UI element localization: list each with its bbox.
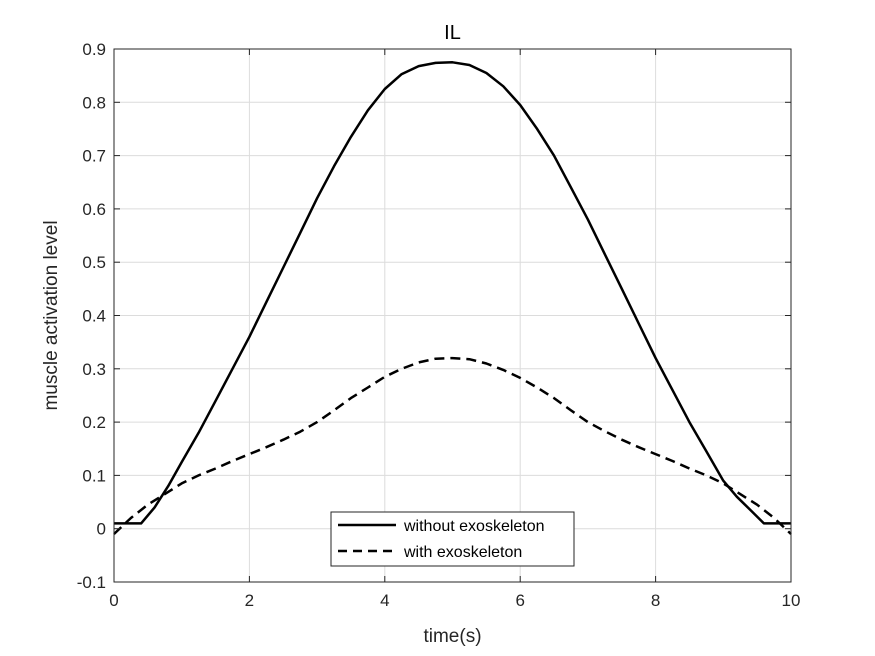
y-tick-label: 0.5 [82,253,106,272]
legend-label-with-exoskeleton: with exoskeleton [403,544,522,561]
legend: without exoskeleton with exoskeleton [330,511,575,567]
legend-box [330,511,575,567]
y-tick-label: 0.7 [82,147,106,166]
y-axis-label: muscle activation level [41,220,62,410]
series-line-without-exoskeleton [114,61,791,525]
y-tick-label: 0.2 [82,413,106,432]
y-tick-label: 0.9 [82,40,106,59]
y-tick-label: 0.4 [82,307,106,326]
x-tick-label: 10 [782,591,801,610]
x-axis-label: time(s) [423,626,481,647]
x-tick-label: 6 [515,591,524,610]
legend-label-without-exoskeleton: without exoskeleton [403,518,545,535]
y-tick-label: 0.3 [82,360,106,379]
chart-title: IL [444,22,461,44]
series-lines [113,61,792,535]
x-tick-label: 0 [109,591,118,610]
x-tick-label: 4 [380,591,389,610]
y-tick-label: -0.1 [77,573,106,592]
x-tick-label: 8 [651,591,660,610]
y-tick-label: 0 [97,520,106,539]
series-line-with-exoskeleton [113,356,792,535]
y-tick-label: 0.6 [82,200,106,219]
ticks [113,48,792,583]
tick-labels: 0 2 4 6 8 10-0.100.10.20.30.40.50.60.70.80.9 [77,40,801,610]
x-tick-label: 2 [245,591,254,610]
y-tick-label: 0.8 [82,93,106,112]
y-tick-label: 0.1 [82,466,106,485]
